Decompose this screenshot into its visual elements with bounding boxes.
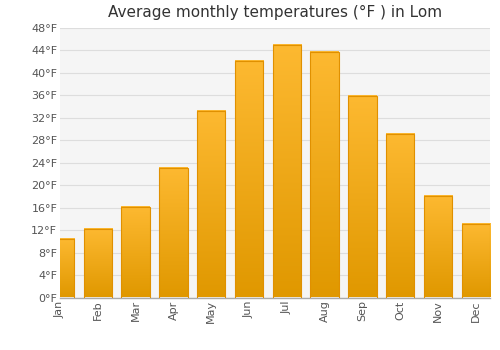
Bar xyxy=(46,239,74,298)
Bar xyxy=(84,229,112,298)
Bar xyxy=(386,134,414,298)
Bar xyxy=(84,229,112,298)
Bar xyxy=(235,61,263,298)
Bar xyxy=(197,111,226,298)
Bar xyxy=(159,168,188,298)
Bar xyxy=(122,206,150,298)
Bar xyxy=(348,97,376,298)
Bar xyxy=(386,134,414,298)
Bar xyxy=(310,52,339,298)
Bar xyxy=(159,168,188,298)
Title: Average monthly temperatures (°F ) in Lom: Average monthly temperatures (°F ) in Lo… xyxy=(108,5,442,20)
Bar xyxy=(272,45,301,298)
Bar xyxy=(424,196,452,298)
Bar xyxy=(348,97,376,298)
Bar xyxy=(424,196,452,298)
Bar xyxy=(310,52,339,298)
Bar xyxy=(462,224,490,298)
Bar xyxy=(272,45,301,298)
Bar xyxy=(46,239,74,298)
Bar xyxy=(197,111,226,298)
Bar xyxy=(235,61,263,298)
Bar xyxy=(462,224,490,298)
Bar xyxy=(122,206,150,298)
